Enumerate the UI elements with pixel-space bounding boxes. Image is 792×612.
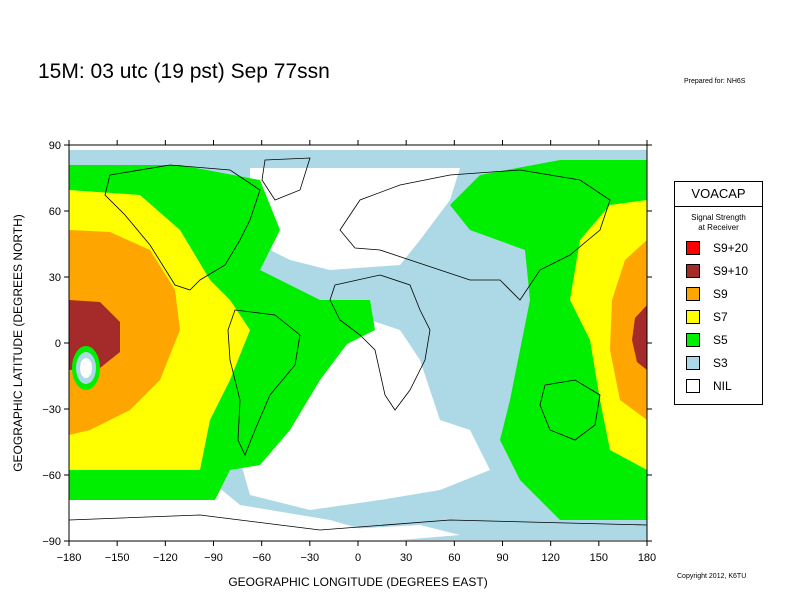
y-tick-label: 90 [49, 140, 61, 152]
x-tick-label: 60 [448, 552, 460, 564]
legend-swatch [686, 379, 700, 393]
nil-region-north [250, 168, 460, 270]
legend-subtitle-line1: Signal Strength [691, 213, 746, 222]
outline-eurasia [339, 169, 611, 301]
chart-title: 15M: 03 utc (19 pst) Sep 77ssn [38, 60, 330, 83]
x-tick-label: −150 [105, 552, 130, 564]
y-tick-label: 30 [49, 272, 61, 284]
y-tick-label: −30 [42, 404, 61, 416]
legend-item-s7: S7 [686, 309, 728, 325]
y-tick-label: 60 [49, 206, 61, 218]
nil-region-south-polar [260, 520, 460, 540]
legend-label: NIL [713, 379, 732, 393]
outline-south-america [227, 309, 301, 457]
x-tick-label: 0 [355, 552, 361, 564]
outline-africa [329, 274, 431, 411]
x-tick-label: −180 [57, 552, 82, 564]
legend-item-s9-10: S9+10 [686, 263, 748, 279]
legend-item-nil: NIL [686, 378, 732, 394]
legend-label: S9 [713, 287, 728, 301]
legend-label: S5 [713, 333, 728, 347]
coverage-s5-gulf-guinea [325, 300, 375, 345]
coverage-layers [69, 145, 647, 541]
legend-label: S7 [713, 310, 728, 324]
x-tick-label: 120 [541, 552, 559, 564]
copyright-note: Copyright 2012, K6TU [677, 573, 747, 580]
x-axis: −180 −150 −120 −90 −60 −30 0 30 60 90 120 150 180 [57, 140, 656, 564]
x-tick-label: −120 [153, 552, 178, 564]
x-tick-label: 150 [590, 552, 608, 564]
legend-title: VOACAP [675, 182, 762, 207]
y-tick-label: −60 [42, 470, 61, 482]
coverage-s3-east [420, 230, 530, 420]
legend-swatch [686, 333, 700, 347]
legend-item-s3: S3 [686, 355, 728, 371]
legend-swatch [686, 241, 700, 255]
legend-item-s9-20: S9+20 [686, 240, 748, 256]
legend-swatch [686, 356, 700, 370]
y-tick-label: 0 [55, 338, 61, 350]
legend-swatch [686, 264, 700, 278]
prepared-for-note: Prepared for: NH6S [684, 78, 746, 85]
x-tick-label: 90 [496, 552, 508, 564]
legend-subtitle-line2: at Receiver [698, 223, 739, 232]
legend-subtitle: Signal Strength at Receiver [675, 213, 762, 233]
legend-label: S9+20 [713, 241, 749, 255]
x-tick-label: −90 [204, 552, 223, 564]
outline-greenland [261, 157, 311, 201]
x-tick-label: 30 [400, 552, 412, 564]
legend-swatch [686, 287, 700, 301]
legend-item-s9: S9 [686, 286, 728, 302]
x-tick-label: −60 [252, 552, 271, 564]
coverage-s9-west [69, 230, 180, 435]
coverage-s9-east [610, 240, 647, 420]
outline-antarctica [69, 514, 647, 531]
legend-item-s5: S5 [686, 332, 728, 348]
x-tick-label: −30 [300, 552, 319, 564]
y-axis: 90 60 30 0 −30 −60 −90 [42, 140, 652, 548]
coverage-s910-east [632, 305, 647, 370]
x-axis-label: GEOGRAPHIC LONGITUDE (DEGREES EAST) [228, 575, 487, 589]
x-tick-label: 180 [638, 552, 656, 564]
legend-label: S9+10 [713, 264, 749, 278]
legend-label: S3 [713, 356, 728, 370]
y-tick-label: −90 [42, 536, 61, 548]
continent-outlines [69, 157, 647, 531]
legend: VOACAP Signal Strength at Receiver S9+20… [674, 181, 763, 405]
outline-australia [539, 379, 601, 441]
legend-swatch [686, 310, 700, 324]
outline-north-america [104, 164, 261, 291]
nil-region-south-atlantic [240, 320, 490, 510]
y-axis-label: GEOGRAPHIC LATITUDE (DEGREES NORTH) [11, 214, 25, 472]
transmitter-ring-inner [80, 358, 92, 378]
